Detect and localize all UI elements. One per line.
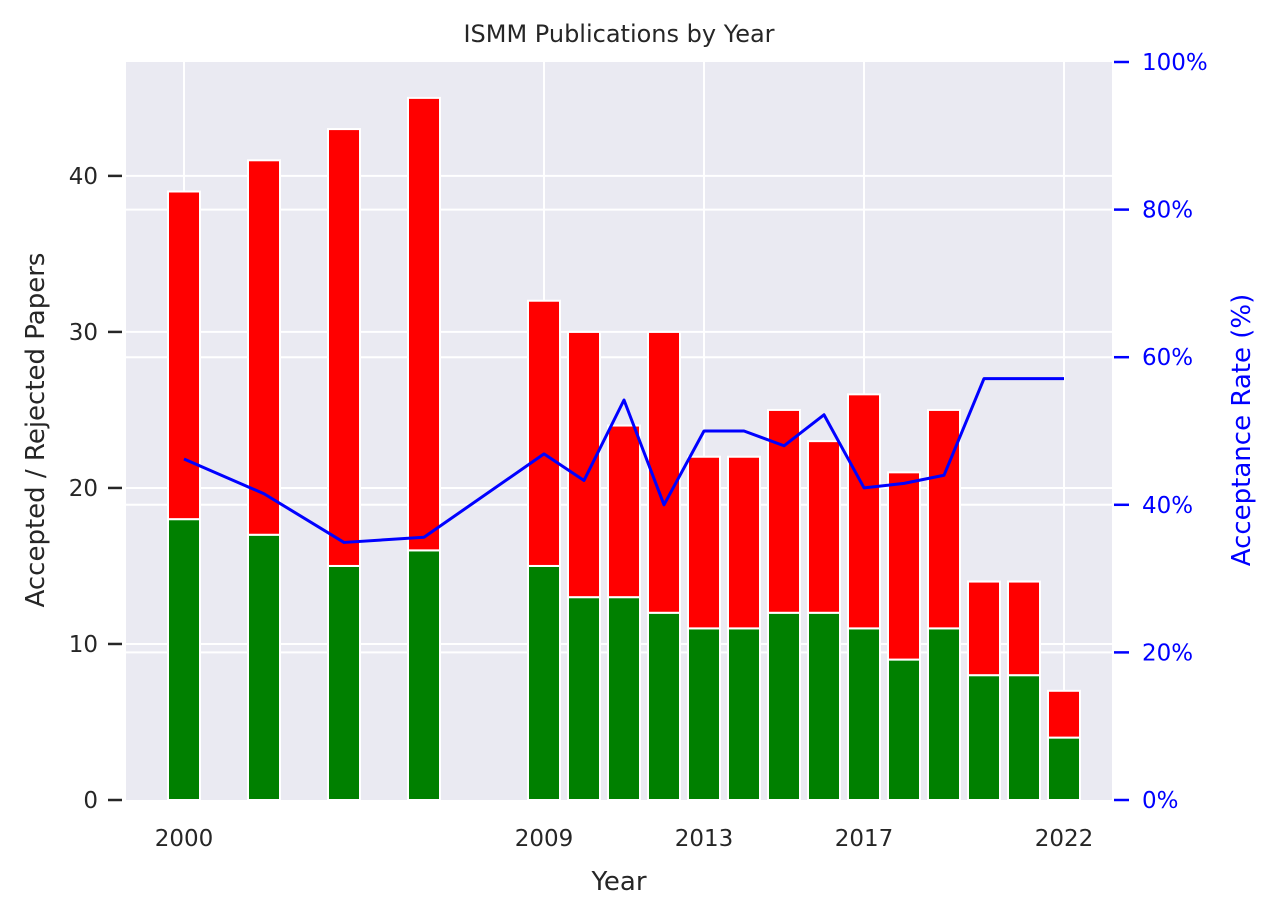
y-tick-label: 30 — [69, 320, 98, 346]
accepted-bar — [887, 658, 921, 801]
y-axis-label: Accepted / Rejected Papers — [21, 253, 51, 608]
accepted-bar — [567, 596, 601, 801]
y2-axis-label: Acceptance Rate (%) — [1227, 294, 1257, 566]
accepted-bar — [247, 533, 281, 802]
y-tick-label: 0 — [83, 788, 98, 814]
rejected-bar — [927, 408, 961, 630]
rejected-bar — [327, 128, 361, 567]
accepted-bar — [927, 627, 961, 801]
rejected-bar — [1047, 689, 1081, 739]
axis-layer: 0 10 20 30 40 0% 20% 40% 60% 80% 100% 2000 2009 2013 2… — [69, 50, 1208, 852]
accepted-bar — [647, 611, 681, 801]
rejected-bar — [407, 96, 441, 552]
rejected-bar — [767, 408, 801, 614]
rejected-bar — [167, 190, 201, 521]
y2-tick-label: 60% — [1142, 345, 1193, 371]
rejected-bar — [847, 393, 881, 630]
accepted-bar — [1007, 674, 1041, 801]
x-tick-label: 2013 — [675, 826, 734, 852]
accepted-bar — [767, 611, 801, 801]
accepted-bar — [527, 564, 561, 802]
rejected-bar — [567, 330, 601, 599]
accepted-bar — [687, 627, 721, 801]
y2-tick-label: 40% — [1142, 493, 1193, 519]
x-tick-label: 2009 — [515, 826, 574, 852]
y-tick-label: 10 — [69, 632, 98, 658]
accepted-bar — [167, 518, 201, 802]
y2-tick-label: 80% — [1142, 198, 1193, 224]
rejected-bar — [727, 455, 761, 630]
y-tick-label: 20 — [69, 476, 98, 502]
accepted-bar — [327, 564, 361, 802]
rejected-bar — [607, 424, 641, 599]
rejected-bar — [887, 471, 921, 661]
accepted-bar — [807, 611, 841, 801]
bar-layer — [167, 96, 1081, 802]
accepted-bar — [727, 627, 761, 801]
x-tick-label: 2000 — [155, 826, 214, 852]
rejected-bar — [967, 580, 1001, 677]
rejected-bar — [1007, 580, 1041, 677]
chart-title: ISMM Publications by Year — [463, 20, 774, 48]
rejected-bar — [807, 440, 841, 614]
rejected-bar — [527, 299, 561, 567]
x-tick-label: 2022 — [1035, 826, 1094, 852]
rejected-bar — [247, 159, 281, 536]
line-layer — [183, 377, 1065, 544]
y2-tick-label: 0% — [1142, 788, 1179, 814]
rejected-bar — [687, 455, 721, 630]
accepted-bar — [407, 549, 441, 802]
x-axis-label: Year — [590, 867, 646, 897]
y-tick-label: 40 — [69, 164, 98, 190]
accepted-bar — [967, 674, 1001, 801]
y2-tick-label: 20% — [1142, 640, 1193, 666]
y2-tick-label: 100% — [1142, 50, 1208, 76]
accepted-bar — [607, 596, 641, 801]
accepted-bar — [847, 627, 881, 801]
accepted-bar — [1047, 736, 1081, 801]
x-tick-label: 2017 — [835, 826, 894, 852]
rejected-bar — [647, 330, 681, 614]
